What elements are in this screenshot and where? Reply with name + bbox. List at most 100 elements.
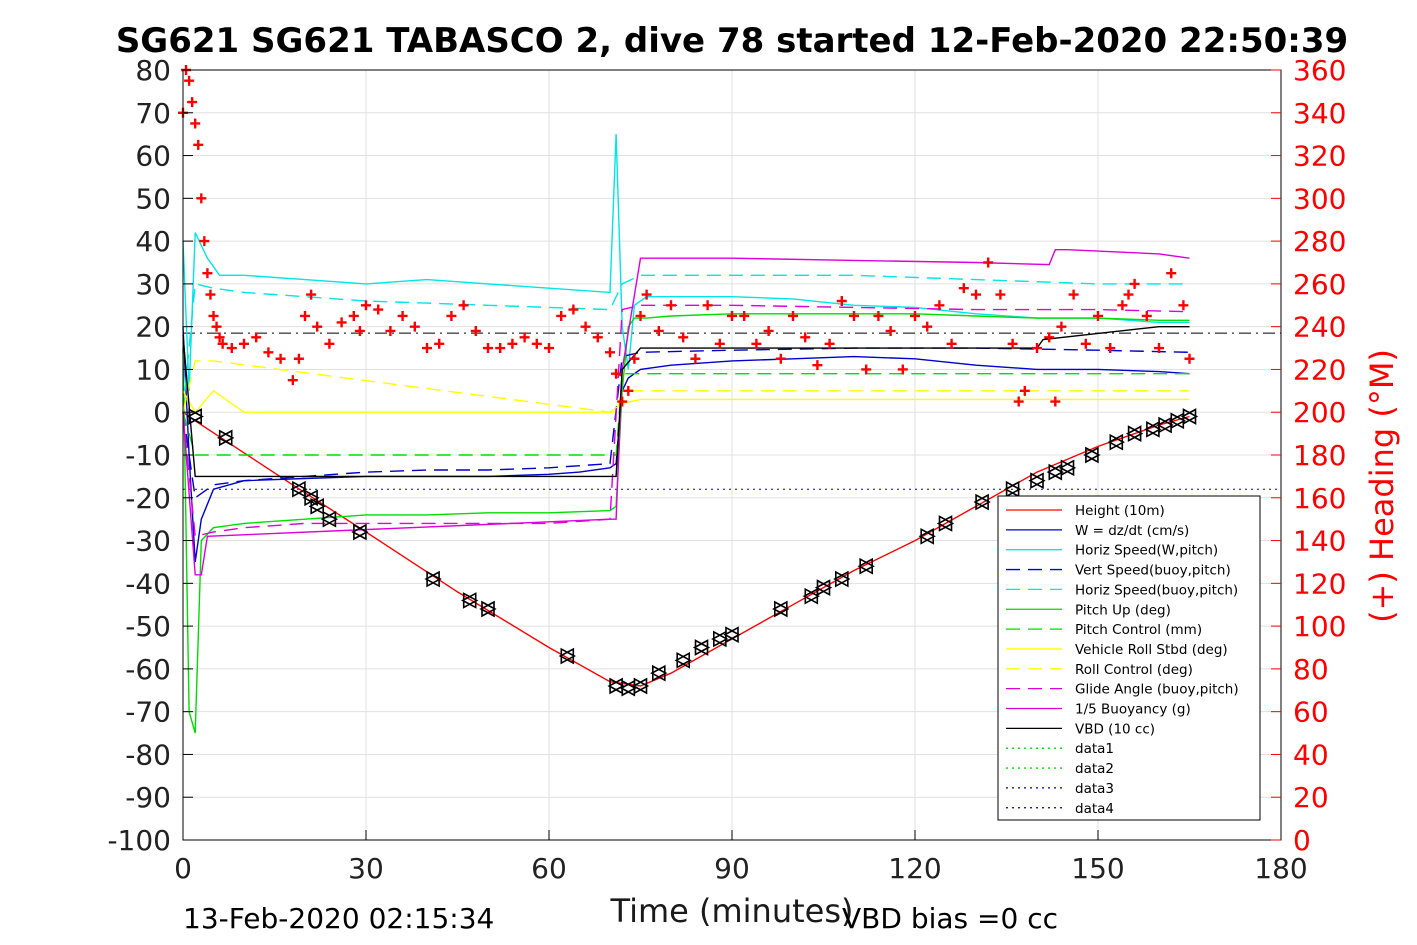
series-line-5 [182, 313, 1190, 734]
depth-marker-reverse [186, 408, 202, 425]
heading-markers [178, 65, 1195, 407]
heading-point [312, 321, 323, 332]
y-right-tick-label: 80 [1293, 653, 1329, 686]
legend-label: Height (10m) [1075, 503, 1165, 519]
y-right-tick-label: 100 [1293, 610, 1346, 643]
y-right-tick-label: 120 [1293, 567, 1346, 600]
y-tick-label: -80 [125, 738, 171, 771]
x-tick-label: 60 [531, 852, 567, 885]
heading-point [287, 375, 298, 386]
y-tick-label: -100 [107, 824, 171, 857]
y-tick-label: 40 [135, 225, 171, 258]
series-line-9 [182, 304, 1190, 538]
y-axis-ticks: 80 70 60 50 40 30 20 10 0 -10 -20 -30 -40 -50 -60 -70 -8… [107, 54, 193, 857]
depth-marker-reverse [351, 523, 367, 541]
heading-point [800, 332, 811, 343]
y-tick-label: 10 [135, 353, 171, 386]
heading-point [775, 353, 786, 364]
y-right-tick-label: 340 [1293, 97, 1346, 130]
series-line-10 [182, 248, 1190, 576]
heading-point [397, 310, 408, 321]
heading-point [971, 289, 981, 300]
heading-point [617, 396, 628, 407]
heading-point [507, 338, 518, 349]
heading-point [208, 310, 219, 321]
depth-markers [186, 408, 1199, 697]
heading-point [995, 289, 1006, 300]
y-right-tick-label: 200 [1293, 396, 1346, 429]
heading-point [605, 347, 615, 358]
depth-marker-reverse [723, 626, 739, 644]
heading-point [958, 283, 969, 294]
legend: Height (10m) W = dz/dt (cm/s) Horiz Speed(… [997, 495, 1261, 821]
heading-point [763, 325, 774, 336]
x-tick-label: 0 [174, 852, 192, 885]
heading-point [788, 310, 798, 321]
heading-point [544, 343, 554, 354]
depth-marker-reverse [308, 497, 324, 515]
heading-point [306, 289, 317, 300]
heading-point [193, 139, 204, 150]
y-right-tick-label: 60 [1293, 696, 1329, 729]
heading-point [641, 289, 652, 300]
heading-point [568, 304, 579, 315]
x-tick-label: 120 [888, 852, 941, 885]
depth-marker-reverse [692, 639, 709, 656]
y-tick-label: 80 [135, 54, 171, 87]
heading-point [385, 325, 396, 336]
legend-label: Pitch Control (mm) [1075, 622, 1202, 638]
heading-point [702, 300, 713, 311]
legend-label: Horiz Speed(W,pitch) [1075, 543, 1218, 559]
legend-label: 1/5 Buoyancy (g) [1075, 702, 1191, 718]
heading-point [483, 343, 493, 354]
x-axis-ticks: 0 30 60 90 120 150 180 [174, 830, 1308, 885]
depth-marker-reverse [857, 557, 873, 575]
y-tick-label: 0 [153, 396, 171, 429]
x-tick-label: 90 [714, 852, 750, 885]
heading-point [922, 321, 933, 332]
heading-point [495, 343, 506, 354]
y-tick-label: 30 [135, 268, 171, 301]
chart-title: SG621 SG621 TABASCO 2, dive 78 started 1… [116, 21, 1348, 61]
heading-point [611, 368, 622, 379]
heading-point [556, 310, 567, 321]
heading-point [336, 317, 347, 328]
heading-point [293, 353, 304, 364]
heading-point [1129, 278, 1140, 289]
y-tick-label: -90 [125, 781, 171, 814]
heading-point [873, 310, 884, 321]
depth-marker-reverse [631, 677, 648, 695]
depth-marker-reverse [650, 664, 666, 682]
y-right-tick-label: 160 [1293, 482, 1346, 515]
heading-point [1117, 300, 1128, 311]
depth-marker-reverse [217, 429, 233, 447]
heading-point [1068, 289, 1079, 300]
heading-point [1166, 268, 1177, 279]
legend-label: data2 [1075, 761, 1114, 777]
y-right-tick-label: 300 [1293, 182, 1346, 215]
y-right-tick-label: 360 [1293, 54, 1346, 87]
depth-marker-reverse [772, 600, 788, 618]
y-tick-label: 50 [135, 182, 171, 215]
legend-label: Vert Speed(buoy,pitch) [1075, 563, 1231, 579]
heading-point [934, 300, 945, 311]
y-tick-label: -20 [125, 482, 171, 515]
heading-point [190, 118, 201, 129]
heading-point [592, 332, 603, 343]
heading-point [217, 338, 228, 349]
heading-point [739, 310, 750, 321]
heading-point [678, 332, 689, 343]
heading-point [434, 338, 445, 349]
legend-label: data1 [1075, 741, 1114, 757]
heading-point [885, 325, 896, 336]
legend-label: Horiz Speed(buoy,pitch) [1075, 582, 1238, 598]
y-tick-label: -40 [125, 567, 171, 600]
heading-point [196, 193, 207, 204]
heading-point [635, 310, 646, 321]
legend-label: Glide Angle (buoy,pitch) [1075, 682, 1239, 698]
heading-point [199, 236, 210, 247]
heading-point [214, 332, 225, 343]
x-tick-label: 30 [348, 852, 384, 885]
series-line-8 [182, 360, 1190, 413]
